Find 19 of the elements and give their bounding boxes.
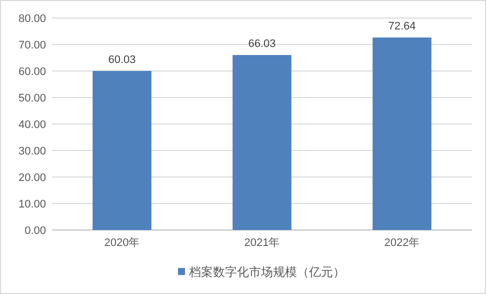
y-tick-label: 30.00 [18, 146, 46, 158]
y-tick-label: 70.00 [18, 40, 46, 52]
y-tick-label: 60.00 [18, 66, 46, 78]
legend-label: 档案数字化市场规模（亿元） [188, 265, 345, 279]
bar [232, 55, 292, 230]
y-tick-label: 40.00 [18, 119, 46, 131]
data-label: 66.03 [248, 38, 276, 50]
x-tick-label: 2020年 [104, 237, 140, 249]
x-tick-label: 2021年 [244, 237, 280, 249]
y-tick-label: 80.00 [18, 13, 46, 25]
bar [372, 38, 432, 230]
data-label: 60.03 [108, 54, 136, 66]
x-tick-label: 2022年 [384, 237, 420, 249]
data-label: 72.64 [388, 20, 416, 33]
bar [92, 70, 152, 230]
y-tick-label: 50.00 [18, 92, 46, 104]
y-tick-label: 0.00 [24, 225, 46, 237]
y-tick-label: 20.00 [18, 172, 46, 184]
y-tick-label: 10.00 [18, 198, 46, 210]
